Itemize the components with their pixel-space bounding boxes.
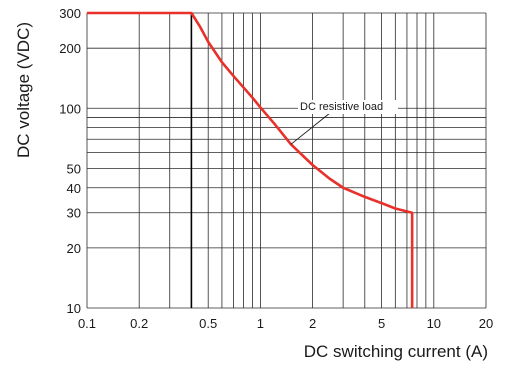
series-layer (87, 11, 414, 308)
x-tick-label: 2 (309, 316, 316, 331)
y-tick-label: 10 (67, 301, 81, 316)
tick-labels-layer: 0.1 0.2 0.5 1 2 5 10 20 10 20 30 40 50 100 200 300 (59, 6, 493, 331)
y-tick-label: 40 (67, 181, 81, 196)
y-tick-label: 200 (59, 41, 81, 56)
x-tick-label: 0.1 (78, 316, 96, 331)
x-tick-label: 10 (427, 316, 441, 331)
series-line (87, 11, 414, 308)
y-tick-label: 300 (59, 6, 81, 21)
annotation-layer: DC resistive load (290, 100, 398, 145)
x-axis-title: DC switching current (A) (304, 342, 488, 361)
x-tick-label: 5 (378, 316, 385, 331)
y-tick-label: 20 (67, 241, 81, 256)
x-tick-label: 0.5 (199, 316, 217, 331)
x-tick-label: 0.2 (130, 316, 148, 331)
x-tick-label: 20 (479, 316, 493, 331)
y-tick-label: 100 (59, 101, 81, 116)
grid-layer (86, 12, 487, 309)
annotation-leader (290, 112, 331, 145)
annotation-background (298, 100, 398, 114)
x-tick-label: 1 (257, 316, 264, 331)
y-axis-title: DC voltage (VDC) (14, 22, 33, 158)
y-tick-label: 30 (67, 206, 81, 221)
annotation-label: DC resistive load (300, 101, 383, 113)
y-tick-label: 50 (67, 161, 81, 176)
